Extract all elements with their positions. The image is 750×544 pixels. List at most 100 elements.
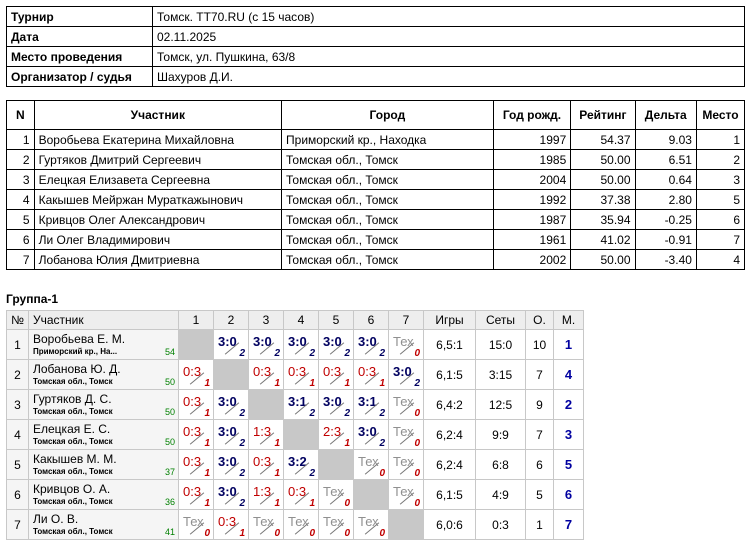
info-label: Дата	[6, 26, 153, 47]
match-score: 3:0	[358, 424, 377, 439]
match-score: Тех	[393, 424, 414, 439]
participant-rating: 54.37	[570, 129, 636, 150]
match-result: Тех 0	[388, 449, 424, 480]
grid-row-number: 2	[6, 359, 29, 390]
participant-delta: -0.25	[634, 209, 697, 230]
match-result: Тех 0	[318, 479, 354, 510]
match-score: Тех	[288, 514, 309, 529]
grid-place: 2	[553, 389, 584, 420]
match-points: 2	[274, 348, 280, 359]
participant-year: 2004	[492, 169, 572, 190]
match-result: Тех 0	[388, 419, 424, 450]
match-score: 3:1	[358, 394, 377, 409]
participant-city: Томская обл., Томск	[281, 149, 494, 170]
grid-player: Елецкая Е. С. Томская обл., Томск 50	[28, 419, 179, 450]
match-result: 3:2 2	[283, 449, 319, 480]
grid-diagonal	[388, 509, 424, 540]
match-points: 2	[309, 408, 315, 419]
participant-n: 6	[6, 229, 35, 250]
participant-name: Ли Олег Владимирович	[33, 229, 283, 250]
match-result: Тех 0	[353, 449, 389, 480]
match-score: 3:0	[218, 484, 237, 499]
player-rating: 37	[164, 467, 175, 477]
grid-header: Игры	[423, 310, 476, 330]
match-result: 3:0 2	[283, 329, 319, 360]
match-result: 3:0 2	[213, 329, 249, 360]
match-points: 2	[379, 348, 385, 359]
participant-n: 4	[6, 189, 35, 210]
tournament-info-table: Турнир Томск. TT70.RU (с 15 часов) Дата 02.…	[6, 6, 745, 87]
grid-sets: 3:15	[475, 359, 526, 390]
grid-row: 1 Воробьева Е. М. Приморский кр., На... 54 3…	[6, 329, 584, 360]
match-score: 3:2	[288, 454, 307, 469]
grid-player: Воробьева Е. М. Приморский кр., На... 54	[28, 329, 179, 360]
player-rating: 50	[164, 437, 175, 447]
match-points: 0	[379, 528, 385, 539]
match-score: 0:3	[253, 454, 272, 469]
grid-row: 2 Лобанова Ю. Д. Томская обл., Томск 50 0:3 1…	[6, 359, 584, 390]
grid-header: 4	[283, 310, 319, 330]
grid-place: 7	[553, 509, 584, 540]
match-result: 0:3 1	[178, 389, 214, 420]
participants-header: Место	[695, 100, 746, 130]
participant-city: Томская обл., Томск	[281, 189, 494, 210]
match-points: 1	[204, 438, 210, 449]
match-points: 0	[379, 468, 385, 479]
player-city: Томская обл., Томск	[33, 527, 113, 536]
match-score: Тех	[323, 484, 344, 499]
match-points: 1	[309, 498, 315, 509]
match-result: 3:0 2	[213, 389, 249, 420]
grid-diagonal	[213, 359, 249, 390]
match-result: Тех 0	[353, 509, 389, 540]
participant-place: 1	[695, 129, 746, 150]
match-score: Тех	[393, 394, 414, 409]
player-rating: 50	[164, 377, 175, 387]
participant-delta: -3.40	[634, 249, 697, 270]
grid-row-number: 7	[6, 509, 29, 540]
player-rating: 54	[164, 347, 175, 357]
participant-place: 7	[695, 229, 746, 250]
grid-points: 10	[525, 329, 554, 360]
grid-place: 4	[553, 359, 584, 390]
grid-games: 6,4:2	[423, 389, 476, 420]
match-points: 2	[309, 468, 315, 479]
participant-place: 4	[695, 249, 746, 270]
grid-header: 2	[213, 310, 249, 330]
participants-header: N	[6, 100, 35, 130]
grid-row-number: 1	[6, 329, 29, 360]
participant-name: Какышев Мейржан Мураткажынович	[33, 189, 283, 210]
match-points: 1	[204, 498, 210, 509]
grid-games: 6,2:4	[423, 419, 476, 450]
player-name: Ли О. В.	[33, 512, 79, 526]
participant-rating: 41.02	[570, 229, 636, 250]
grid-games: 6,2:4	[423, 449, 476, 480]
participants-header: Рейтинг	[570, 100, 636, 130]
match-points: 0	[414, 468, 420, 479]
match-result: 0:3 1	[353, 359, 389, 390]
player-name: Елецкая Е. С.	[33, 422, 111, 436]
grid-diagonal	[248, 389, 284, 420]
grid-row-number: 3	[6, 389, 29, 420]
grid-place: 1	[553, 329, 584, 360]
match-result: Тех 0	[178, 509, 214, 540]
participant-delta: 0.64	[634, 169, 697, 190]
participant-n: 5	[6, 209, 35, 230]
grid-games: 6,1:5	[423, 359, 476, 390]
player-city: Томская обл., Томск	[33, 437, 113, 446]
grid-player: Лобанова Ю. Д. Томская обл., Томск 50	[28, 359, 179, 390]
participant-row: 4 Какышев Мейржан Мураткажынович Томская о…	[6, 189, 746, 210]
match-score: 1:3	[253, 484, 272, 499]
match-result: 0:3 1	[248, 359, 284, 390]
grid-header: 3	[248, 310, 284, 330]
match-points: 0	[414, 438, 420, 449]
match-score: 0:3	[253, 364, 272, 379]
match-score: Тех	[358, 454, 379, 469]
match-points: 1	[379, 378, 385, 389]
grid-points: 1	[525, 509, 554, 540]
match-score: 0:3	[183, 454, 202, 469]
participant-n: 3	[6, 169, 35, 190]
grid-header: О.	[525, 310, 554, 330]
match-score: 3:0	[253, 334, 272, 349]
participant-delta: -0.91	[634, 229, 697, 250]
grid-place: 3	[553, 419, 584, 450]
